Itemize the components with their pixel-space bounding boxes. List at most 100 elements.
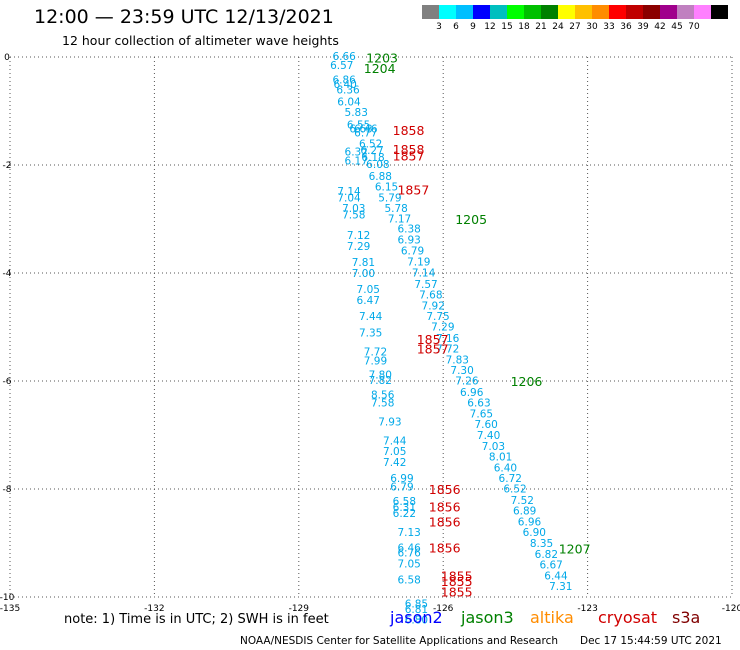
chart-title: 12:00 — 23:59 UTC 12/13/2021 bbox=[34, 6, 334, 28]
wave-height-label: 6.55 bbox=[347, 120, 370, 132]
pass-time-label: 1856 bbox=[429, 540, 461, 555]
legend-jason3: jason3 bbox=[461, 608, 514, 627]
wave-height-label: 6.44 bbox=[544, 570, 568, 582]
colorbar-swatch bbox=[456, 5, 473, 19]
wave-height-label: 6.15 bbox=[375, 182, 398, 194]
wave-height-label: 6.52 bbox=[503, 483, 526, 495]
colorbar-label: 21 bbox=[535, 22, 547, 32]
wave-height-label: 7.26 bbox=[455, 375, 479, 387]
wave-height-label: 6.22 bbox=[393, 508, 416, 520]
wave-height-label: 7.05 bbox=[383, 446, 406, 458]
colorbar-swatch bbox=[422, 5, 439, 19]
wave-height-label: 6.31 bbox=[393, 502, 416, 514]
y-tick-label: -6 bbox=[3, 377, 12, 387]
wave-height-label: 6.27 bbox=[360, 145, 383, 157]
wave-height-label: 6.04 bbox=[337, 96, 361, 108]
colorbar-swatch bbox=[439, 5, 456, 19]
wave-height-label: 6.93 bbox=[397, 235, 420, 247]
wave-height-label: 6.66 bbox=[332, 51, 356, 63]
wave-height-label: 6.40 bbox=[494, 462, 517, 474]
colorbar-swatch bbox=[677, 5, 694, 19]
wave-height-label: 7.82 bbox=[369, 375, 392, 387]
colorbar-label: 27 bbox=[569, 22, 581, 32]
wave-height-label: 7.58 bbox=[342, 210, 365, 222]
wave-height-label: 6.57 bbox=[330, 60, 353, 72]
wave-height-label: 8.01 bbox=[489, 452, 512, 464]
wave-height-label: 6.99 bbox=[390, 473, 413, 485]
x-tick-label: -120 bbox=[722, 604, 740, 614]
colorbar-swatch bbox=[507, 5, 524, 19]
wave-height-label: 6.52 bbox=[359, 138, 382, 150]
wave-height-label: 6.86 bbox=[332, 75, 356, 87]
wave-height-label: 7.44 bbox=[383, 435, 407, 447]
pass-time-label: 1203 bbox=[366, 51, 398, 66]
wave-height-label: 7.75 bbox=[426, 311, 449, 323]
wave-height-label: 7.00 bbox=[352, 268, 375, 280]
wave-height-label: 6.82 bbox=[535, 549, 558, 561]
pass-time-label: 1205 bbox=[455, 212, 487, 227]
colorbar-swatch bbox=[473, 5, 490, 19]
wave-height-label: 6.38 bbox=[397, 224, 420, 236]
wave-height-label: 6.46 bbox=[397, 542, 421, 554]
wave-height-label: 6.79 bbox=[401, 245, 424, 257]
wave-height-label: 7.03 bbox=[482, 441, 505, 453]
wave-height-label: 7.65 bbox=[470, 408, 493, 420]
pass-time-label: 1858 bbox=[393, 142, 425, 157]
note-text: note: 1) Time is in UTC; 2) SWH is in fe… bbox=[64, 612, 329, 627]
colorbar-swatch bbox=[660, 5, 677, 19]
wave-height-label: 7.72 bbox=[436, 344, 459, 356]
wave-height-label: 6.85 bbox=[405, 598, 428, 610]
wave-height-label: 7.16 bbox=[436, 333, 460, 345]
wave-height-label: 7.14 bbox=[337, 186, 361, 198]
colorbar-swatch bbox=[490, 5, 507, 19]
wave-height-label: 7.92 bbox=[422, 300, 445, 312]
colorbar-swatch bbox=[711, 5, 728, 19]
footer-credit: NOAA/NESDIS Center for Satellite Applica… bbox=[240, 635, 558, 647]
pass-time-label: 1204 bbox=[364, 61, 396, 76]
wave-height-label: 6.88 bbox=[369, 171, 392, 183]
wave-height-label: 7.05 bbox=[397, 559, 420, 571]
wave-height-label: 7.40 bbox=[477, 430, 500, 442]
pass-time-label: 1855 bbox=[441, 585, 473, 600]
wave-height-label: 7.13 bbox=[397, 527, 420, 539]
chart-subtitle: 12 hour collection of altimeter wave hei… bbox=[62, 33, 339, 48]
legend-cryosat: cryosat bbox=[598, 608, 658, 627]
wave-height-label: 7.17 bbox=[388, 213, 411, 225]
wave-height-label: 6.77 bbox=[354, 128, 377, 140]
wave-height-label: 7.29 bbox=[347, 241, 370, 253]
x-tick-label: -135 bbox=[0, 604, 20, 614]
wave-height-label: 6.96 bbox=[518, 516, 542, 528]
footer-timestamp: Dec 17 15:44:59 UTC 2021 bbox=[580, 635, 722, 647]
pass-time-label: 1856 bbox=[429, 499, 461, 514]
wave-height-label: 6.80 bbox=[405, 615, 428, 627]
wave-height-label: 7.57 bbox=[414, 279, 437, 291]
colorbar-label: 33 bbox=[603, 22, 615, 32]
wave-height-label: 6.72 bbox=[499, 473, 522, 485]
x-tick-label: -123 bbox=[577, 604, 597, 614]
wave-height-label: 7.52 bbox=[511, 495, 534, 507]
pass-time-label: 1857 bbox=[417, 332, 449, 347]
x-tick-label: -132 bbox=[144, 604, 164, 614]
colorbar-swatch bbox=[558, 5, 575, 19]
y-tick-label: -2 bbox=[3, 161, 12, 171]
pass-time-label: 1857 bbox=[397, 182, 429, 197]
colorbar-label: 9 bbox=[470, 22, 476, 32]
wave-height-label: 7.29 bbox=[431, 321, 454, 333]
wave-height-label: 7.44 bbox=[359, 311, 383, 323]
colorbar-label: 12 bbox=[484, 22, 496, 32]
colorbar-label: 42 bbox=[654, 22, 666, 32]
wave-height-label: 6.46 bbox=[354, 123, 378, 135]
pass-time-label: 1857 bbox=[393, 148, 425, 163]
colorbar-label: 70 bbox=[688, 22, 700, 32]
wave-height-label: 7.68 bbox=[419, 290, 442, 302]
colorbar-swatch bbox=[694, 5, 711, 19]
legend-altika: altika bbox=[530, 608, 574, 627]
wave-height-label: 8.56 bbox=[371, 390, 395, 402]
wave-height-label: 6.32 bbox=[345, 147, 368, 159]
pass-time-label: 1207 bbox=[559, 541, 591, 556]
wave-height-label: 6.58 bbox=[397, 575, 420, 587]
wave-height-label: 7.58 bbox=[371, 398, 394, 410]
wave-height-label: 7.72 bbox=[364, 346, 387, 358]
